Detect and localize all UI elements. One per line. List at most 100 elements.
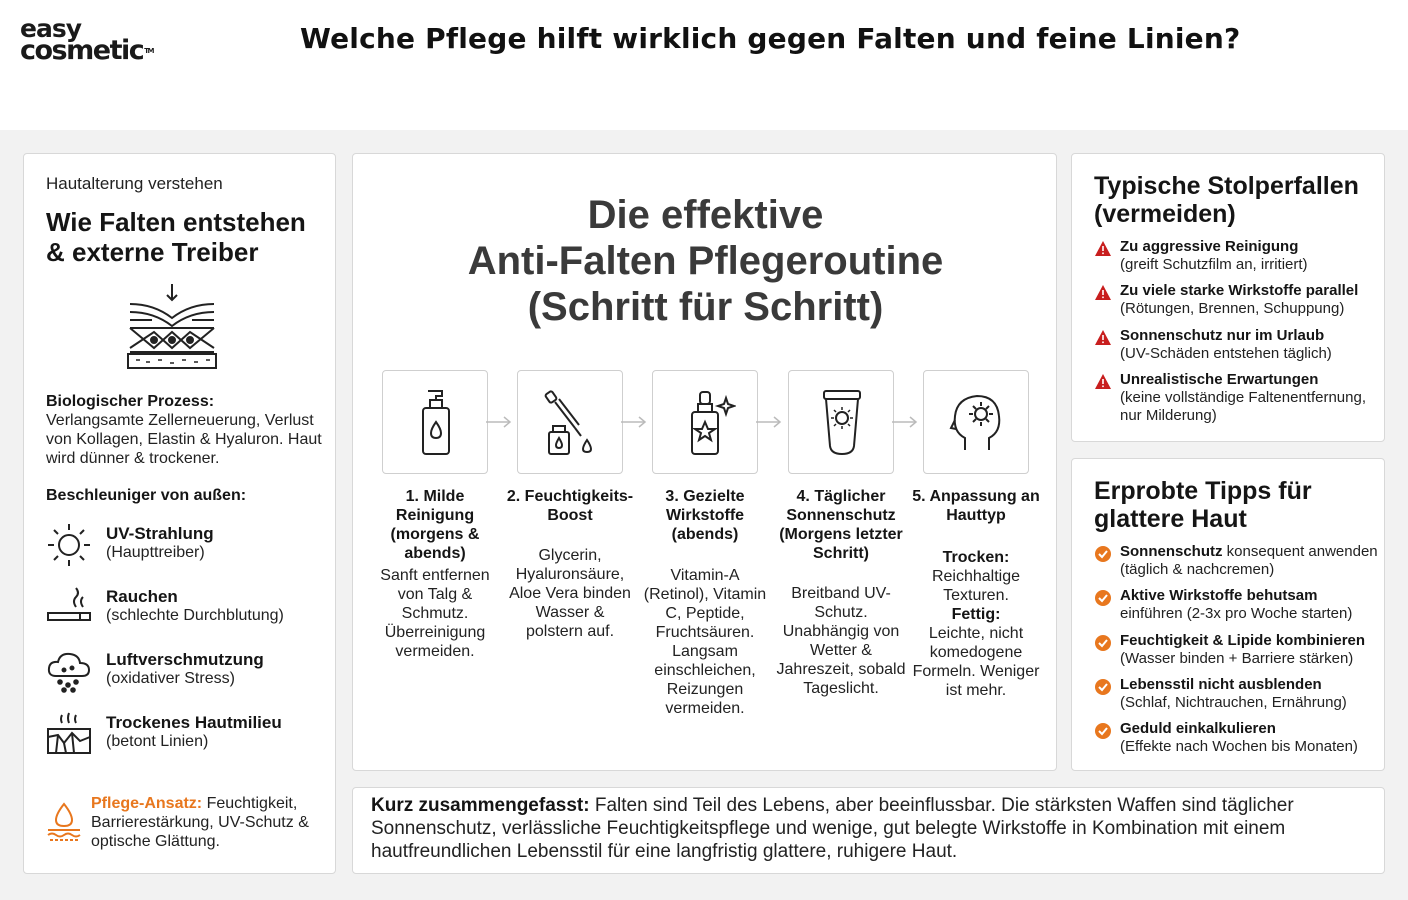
- driver-title: UV-Strahlung: [106, 524, 214, 543]
- step-title: 2. Feuchtigkeits-Boost: [506, 488, 634, 524]
- check-circle-icon: [1095, 635, 1111, 651]
- head-gear-icon: [949, 394, 1001, 450]
- dry-text: Reichhaltige Texturen.: [931, 568, 1021, 604]
- routine-title-line3: (Schritt für Schritt): [527, 285, 884, 329]
- tip-sub: einführen (2-3x pro Woche starten): [1120, 605, 1353, 622]
- step-icon-box: [652, 370, 758, 474]
- routine-panel: Die effektive Anti-Falten Pflegeroutine …: [352, 153, 1057, 771]
- driver-sub: (betont Linien): [106, 733, 209, 750]
- driver-title: Luftverschmutzung: [106, 650, 264, 669]
- pitfall-sub: (UV-Schäden entstehen täglich): [1120, 345, 1332, 362]
- driver-item: Rauchen (schlechte Durchblutung): [46, 585, 331, 635]
- summary-body: Falten sind Teil des Lebens, aber beeinf…: [371, 795, 1294, 862]
- check-circle-icon: [1095, 723, 1111, 739]
- driver-item: Trockenes Hautmilieu (betont Linien): [46, 711, 331, 761]
- tip-title: Sonnenschutz: [1120, 543, 1223, 560]
- driver-item: Luftverschmutzung (oxidativer Stress): [46, 648, 331, 698]
- sunscreen-tube-icon: [823, 390, 861, 456]
- check-circle-icon: [1095, 590, 1111, 606]
- step-desc: Sanft entfernen von Talg & Schmutz. Über…: [380, 567, 490, 660]
- arrow-right-icon: [892, 416, 918, 428]
- driver-sub: (schlechte Durchblutung): [106, 607, 284, 624]
- driver-sub: (oxidativer Stress): [106, 670, 235, 687]
- brand-tm: TM: [144, 47, 154, 55]
- care-label: Pflege-Ansatz:: [91, 795, 203, 812]
- brand-line1: easy: [20, 14, 82, 43]
- step-icon-box: [517, 370, 623, 474]
- dry-label: Trocken:: [942, 549, 1010, 566]
- pump-bottle-icon: [422, 390, 450, 455]
- summary-label: Kurz zusammengefasst:: [371, 795, 590, 816]
- step-title: 4. Täglicher Sonnenschutz (Morgens letzt…: [779, 488, 903, 562]
- pitfall-sub: (Rötungen, Brennen, Schuppung): [1120, 300, 1345, 317]
- arrow-right-icon: [621, 416, 647, 428]
- smog-cloud-icon: [47, 652, 91, 693]
- tips-panel: Erprobte Tipps für glattere Haut Sonnens…: [1071, 458, 1385, 771]
- accelerators-title: Beschleuniger von außen:: [46, 487, 247, 504]
- routine-title-line2: Anti-Falten Pflegeroutine: [467, 239, 944, 283]
- tip-title: Lebensstil nicht ausblenden: [1120, 676, 1322, 693]
- pitfalls-panel: Typische Stolperfallen (vermeiden) Zu ag…: [1071, 153, 1385, 442]
- step-icon-box: [923, 370, 1029, 474]
- aging-title: Wie Falten entstehen & externe Treiber: [46, 207, 306, 267]
- pitfall-title: Zu aggressive Reinigung: [1120, 238, 1299, 255]
- tip-sub: (Schlaf, Nichtrauchen, Ernährung): [1120, 694, 1347, 711]
- step-desc: Glycerin, Hyaluronsäure, Aloe Vera binde…: [509, 547, 631, 640]
- tip-title: Aktive Wirkstoffe behutsam: [1120, 587, 1318, 604]
- step-title: 3. Gezielte Wirkstoffe (abends): [665, 488, 745, 543]
- brand-logo[interactable]: easy cosmeticTM: [20, 14, 154, 64]
- step-title: 5. Anpassung an Hauttyp: [912, 488, 1040, 524]
- aging-panel: Hautalterung verstehen Wie Falten entste…: [23, 153, 336, 874]
- warning-icon: [1095, 241, 1111, 256]
- header: easy cosmeticTM Welche Pflege hilft wirk…: [0, 0, 1408, 130]
- step-icon-box: [382, 370, 488, 474]
- pitfalls-title: Typische Stolperfallen (vermeiden): [1094, 172, 1359, 228]
- brand-line2: cosmetic: [20, 35, 145, 66]
- cigarette-icon: [47, 587, 91, 621]
- driver-sub: (Haupttreiber): [106, 544, 205, 561]
- warning-icon: [1095, 330, 1111, 345]
- moisture-drop-icon: [47, 802, 81, 841]
- pitfall-title: Sonnenschutz nur im Urlaub: [1120, 327, 1325, 344]
- step-desc: Trocken: Reichhaltige Texturen. Fettig: …: [911, 548, 1041, 700]
- summary-text: Kurz zusammengefasst: Falten sind Teil d…: [371, 794, 1371, 863]
- page-title: Welche Pflege hilft wirklich gegen Falte…: [300, 22, 1241, 55]
- routine-title-line1: Die effektive: [587, 193, 824, 237]
- driver-item: UV-Strahlung (Haupttreiber): [46, 522, 331, 572]
- oily-text: Leichte, nicht komedogene Formeln. Wenig…: [912, 625, 1040, 699]
- step-desc: Vitamin-A (Retinol), Vitamin C, Peptide,…: [643, 567, 767, 717]
- sun-icon: [48, 524, 90, 566]
- dry-skin-icon: [47, 712, 91, 754]
- bio-label: Biologischer Prozess:: [46, 393, 215, 410]
- arrow-right-icon: [756, 416, 782, 428]
- step-desc: Breitband UV-Schutz. Unabhängig von Wett…: [776, 585, 906, 697]
- tips-title: Erprobte Tipps für glattere Haut: [1094, 477, 1312, 533]
- check-circle-icon: [1095, 546, 1111, 562]
- pitfall-title: Zu viele starke Wirkstoffe parallel: [1120, 282, 1359, 299]
- tip-sub: (täglich & nachcremen): [1120, 561, 1275, 578]
- care-text: Feuchtigkeit, Barrierestärkung, UV-Schut…: [91, 795, 309, 850]
- arrow-right-icon: [486, 416, 512, 428]
- dropper-bottle-icon: [544, 390, 593, 455]
- bio-process: Biologischer Prozess: Verlangsamte Zeller…: [46, 392, 326, 468]
- tip-sub: (Effekte nach Wochen bis Monaten): [1120, 738, 1358, 755]
- warning-icon: [1095, 374, 1111, 389]
- pitfall-title: Unrealistische Erwartungen: [1120, 371, 1319, 388]
- pitfall-sub: (greift Schutzfilm an, irritiert): [1120, 256, 1308, 273]
- check-circle-icon: [1095, 679, 1111, 695]
- pitfall-sub: (keine vollständige Faltenentfernung, nu…: [1120, 389, 1366, 424]
- driver-title: Rauchen: [106, 587, 178, 606]
- warning-icon: [1095, 285, 1111, 300]
- step-icon-box: [788, 370, 894, 474]
- tip-sub: (Wasser binden + Barriere stärken): [1120, 650, 1354, 667]
- bio-text: Verlangsamte Zellerneuerung, Verlust von…: [46, 412, 322, 467]
- oily-label: Fettig:: [951, 606, 1001, 623]
- routine-title: Die effektive Anti-Falten Pflegeroutine …: [353, 192, 1058, 330]
- skin-layers-icon: [127, 284, 217, 369]
- tip-title: Geduld einkalkulieren: [1120, 720, 1276, 737]
- tip-title: Feuchtigkeit & Lipide kombinieren: [1120, 632, 1366, 649]
- tip-title-rest: konsequent anwenden: [1222, 543, 1378, 560]
- step-title: 1. Milde Reinigung (morgens & abends): [390, 488, 480, 562]
- serum-bottle-icon: [691, 391, 736, 455]
- summary-panel: Kurz zusammengefasst: Falten sind Teil d…: [352, 787, 1385, 874]
